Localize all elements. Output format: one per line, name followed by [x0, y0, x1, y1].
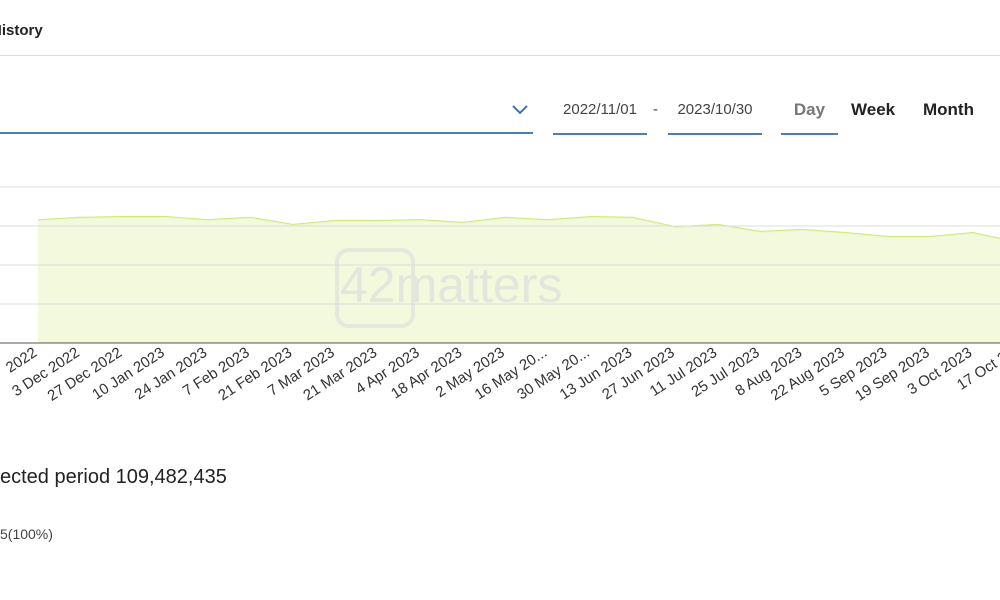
section-title: History — [0, 22, 43, 39]
watermark-logo — [335, 248, 415, 328]
week-button[interactable]: Week — [851, 100, 896, 119]
area-fill — [38, 217, 1000, 343]
end-date-input[interactable]: 2023/10/30 — [668, 101, 762, 135]
month-button[interactable]: Month — [923, 100, 974, 119]
period-total: ected period 109,482,435 — [0, 466, 227, 488]
divider — [0, 55, 1000, 56]
dropdown[interactable] — [0, 132, 533, 134]
date-separator: - — [653, 101, 658, 118]
share: 5(100%) — [0, 526, 53, 542]
dropdown-chevron[interactable] — [511, 103, 529, 117]
day-button[interactable]: Day — [781, 100, 838, 135]
start-date-input[interactable]: 2022/11/01 — [553, 101, 647, 135]
